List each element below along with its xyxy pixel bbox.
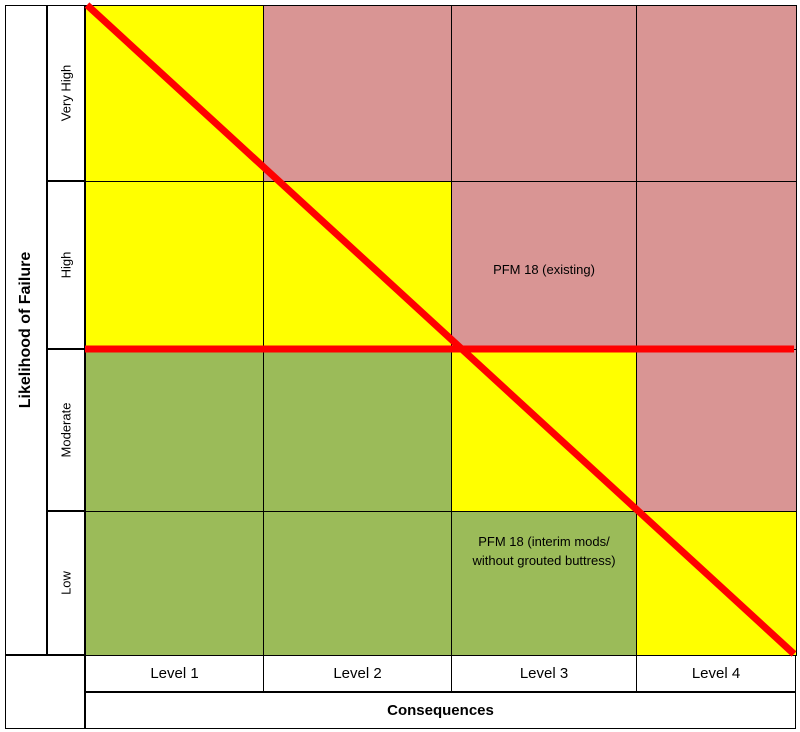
row-label-text: High — [58, 251, 74, 279]
annotation-pfm18-interim: PFM 18 (interim mods/ without grouted bu… — [452, 532, 636, 570]
row-label-very-high: Very High — [47, 5, 85, 181]
col-label-text: Level 4 — [691, 665, 741, 682]
matrix-cell-moderate-level-2 — [263, 349, 452, 512]
x-axis-title-box: Consequences — [85, 692, 796, 729]
col-label-level-2: Level 2 — [263, 655, 452, 692]
matrix-cell-high-level-4 — [636, 181, 797, 350]
matrix-cell-low-level-1 — [85, 511, 264, 656]
matrix-cell-very-high-level-1 — [85, 5, 264, 182]
col-label-level-4: Level 4 — [636, 655, 796, 692]
matrix-cell-moderate-level-3 — [451, 349, 637, 512]
col-label-level-3: Level 3 — [451, 655, 637, 692]
annotation-line-1: PFM 18 (interim mods/ — [478, 534, 610, 549]
corner-cell — [5, 655, 85, 729]
y-axis-title-box: Likelihood of Failure — [5, 5, 47, 655]
matrix-cell-very-high-level-3 — [451, 5, 637, 182]
row-label-text: Very High — [58, 64, 74, 122]
annotation-line-2: without grouted buttress) — [472, 553, 616, 568]
row-label-low: Low — [47, 511, 85, 655]
row-label-high: High — [47, 181, 85, 349]
matrix-cell-low-level-2 — [263, 511, 452, 656]
x-axis-title: Consequences — [387, 702, 494, 719]
annotation-pfm18-existing: PFM 18 (existing) — [452, 260, 636, 279]
matrix-cell-moderate-level-1 — [85, 349, 264, 512]
matrix-cell-moderate-level-4 — [636, 349, 797, 512]
matrix-cell-very-high-level-2 — [263, 5, 452, 182]
col-label-level-1: Level 1 — [85, 655, 264, 692]
annotation-text: PFM 18 (existing) — [493, 262, 595, 277]
row-label-text: Moderate — [58, 402, 74, 458]
matrix-cell-very-high-level-4 — [636, 5, 797, 182]
col-label-text: Level 1 — [150, 665, 199, 682]
row-label-moderate: Moderate — [47, 349, 85, 511]
row-label-text: Low — [58, 571, 74, 595]
col-label-text: Level 3 — [519, 665, 569, 682]
col-label-text: Level 2 — [333, 665, 382, 682]
matrix-cell-high-level-1 — [85, 181, 264, 350]
y-axis-title: Likelihood of Failure — [17, 251, 34, 409]
matrix-cell-low-level-4 — [636, 511, 797, 656]
matrix-cell-high-level-2 — [263, 181, 452, 350]
